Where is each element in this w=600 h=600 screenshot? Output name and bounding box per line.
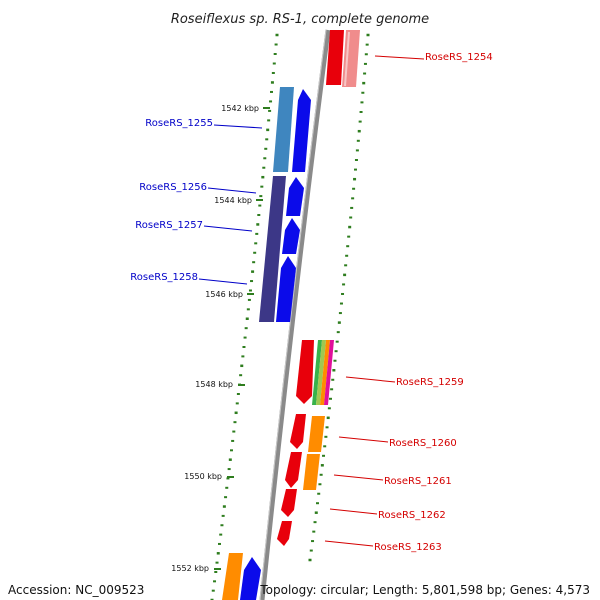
gene-RoseRS_1260-features[interactable] [290, 414, 325, 452]
gene-block-orange-1260[interactable] [308, 416, 325, 452]
gene-arrow-red-1263[interactable] [277, 521, 292, 546]
gene-labels[interactable]: RoseRS_1254 RoseRS_1255 RoseRS_1256 Rose… [130, 52, 492, 553]
gene-arrow-red-1262[interactable] [281, 489, 297, 517]
domain-green [312, 340, 322, 405]
kbp-label-1548: 1548 kbp [195, 380, 233, 389]
gene-label-RoseRS_1256[interactable]: RoseRS_1256 [139, 182, 207, 193]
leader-RoseRS_1256 [207, 187, 257, 194]
leader-RoseRS_1257 [203, 225, 253, 232]
leader-RoseRS_1260 [338, 436, 389, 443]
gene-label-RoseRS_1263[interactable]: RoseRS_1263 [374, 542, 442, 553]
gene-arrow-red[interactable] [326, 30, 344, 85]
right-tick-ring [308, 33, 370, 562]
kbp-label-1546: 1546 kbp [205, 290, 243, 299]
gene-label-RoseRS_1259[interactable]: RoseRS_1259 [396, 377, 464, 388]
gene-arrow-blue-bottom[interactable] [240, 557, 261, 600]
gene-arrow-blue-1256[interactable] [286, 177, 304, 216]
gene-RoseRS_1259-features[interactable] [296, 340, 334, 405]
gene-label-RoseRS_1258[interactable]: RoseRS_1258 [130, 272, 198, 283]
leader-RoseRS_1255 [213, 124, 263, 129]
gene-arrow-red-1261[interactable] [285, 452, 302, 488]
kbp-label-1544: 1544 kbp [214, 196, 252, 205]
gene-RoseRS_1262-features[interactable] [281, 489, 297, 517]
accession-text: Accession: NC_009523 [8, 583, 145, 597]
leader-RoseRS_1263 [324, 540, 374, 547]
domain-orange [320, 340, 330, 405]
backbone-highlight [259, 29, 327, 600]
left-tick-ring [210, 33, 279, 600]
gene-bottom-features[interactable] [222, 553, 261, 600]
gene-arrow-blue-1257[interactable] [282, 218, 300, 254]
gene-RoseRS_1263-features[interactable] [277, 521, 292, 546]
gene-RoseRS_1256-1258-features[interactable] [259, 176, 304, 322]
gene-label-RoseRS_1257[interactable]: RoseRS_1257 [135, 220, 203, 231]
domain-magenta [324, 340, 334, 405]
gene-label-RoseRS_1255[interactable]: RoseRS_1255 [145, 118, 213, 129]
gene-arrow-blue-1258[interactable] [276, 256, 296, 322]
gene-label-RoseRS_1254[interactable]: RoseRS_1254 [425, 52, 493, 63]
leader-RoseRS_1259 [345, 376, 396, 383]
kbp-label-1542: 1542 kbp [221, 104, 259, 113]
gene-block-orange-bottom[interactable] [222, 553, 243, 600]
gene-shine [344, 31, 350, 87]
genome-backbone [259, 29, 331, 600]
genome-summary-text: Topology: circular; Length: 5,801,598 bp… [260, 583, 590, 597]
gene-block-steelblue[interactable] [273, 87, 294, 172]
gene-label-RoseRS_1261[interactable]: RoseRS_1261 [384, 476, 452, 487]
gene-arrow-blue[interactable] [292, 89, 311, 172]
gene-label-RoseRS_1260[interactable]: RoseRS_1260 [389, 438, 457, 449]
genome-title: Roseiflexus sp. RS-1, complete genome [171, 12, 429, 27]
gene-RoseRS_1255-features[interactable] [273, 87, 311, 172]
gene-block-orange-1261[interactable] [303, 454, 320, 490]
kbp-label-1550: 1550 kbp [184, 472, 222, 481]
leader-RoseRS_1258 [198, 278, 248, 285]
gene-label-RoseRS_1262[interactable]: RoseRS_1262 [378, 510, 446, 521]
gene-arrow-red-1260[interactable] [290, 414, 306, 449]
leader-RoseRS_1261 [333, 474, 384, 481]
leader-RoseRS_1262 [329, 508, 378, 515]
gene-RoseRS_1261-features[interactable] [285, 452, 320, 490]
kbp-label-1552: 1552 kbp [171, 564, 209, 573]
leader-RoseRS_1254 [374, 55, 425, 60]
domain-lightgreen [316, 340, 326, 405]
gene-block-slate[interactable] [259, 176, 286, 322]
gene-arrow-red-1259[interactable] [296, 340, 314, 404]
scale-labels: 1542 kbp 1544 kbp 1546 kbp 1548 kbp 1550… [171, 104, 270, 573]
gene-RoseRS_1254-features[interactable] [326, 30, 360, 87]
